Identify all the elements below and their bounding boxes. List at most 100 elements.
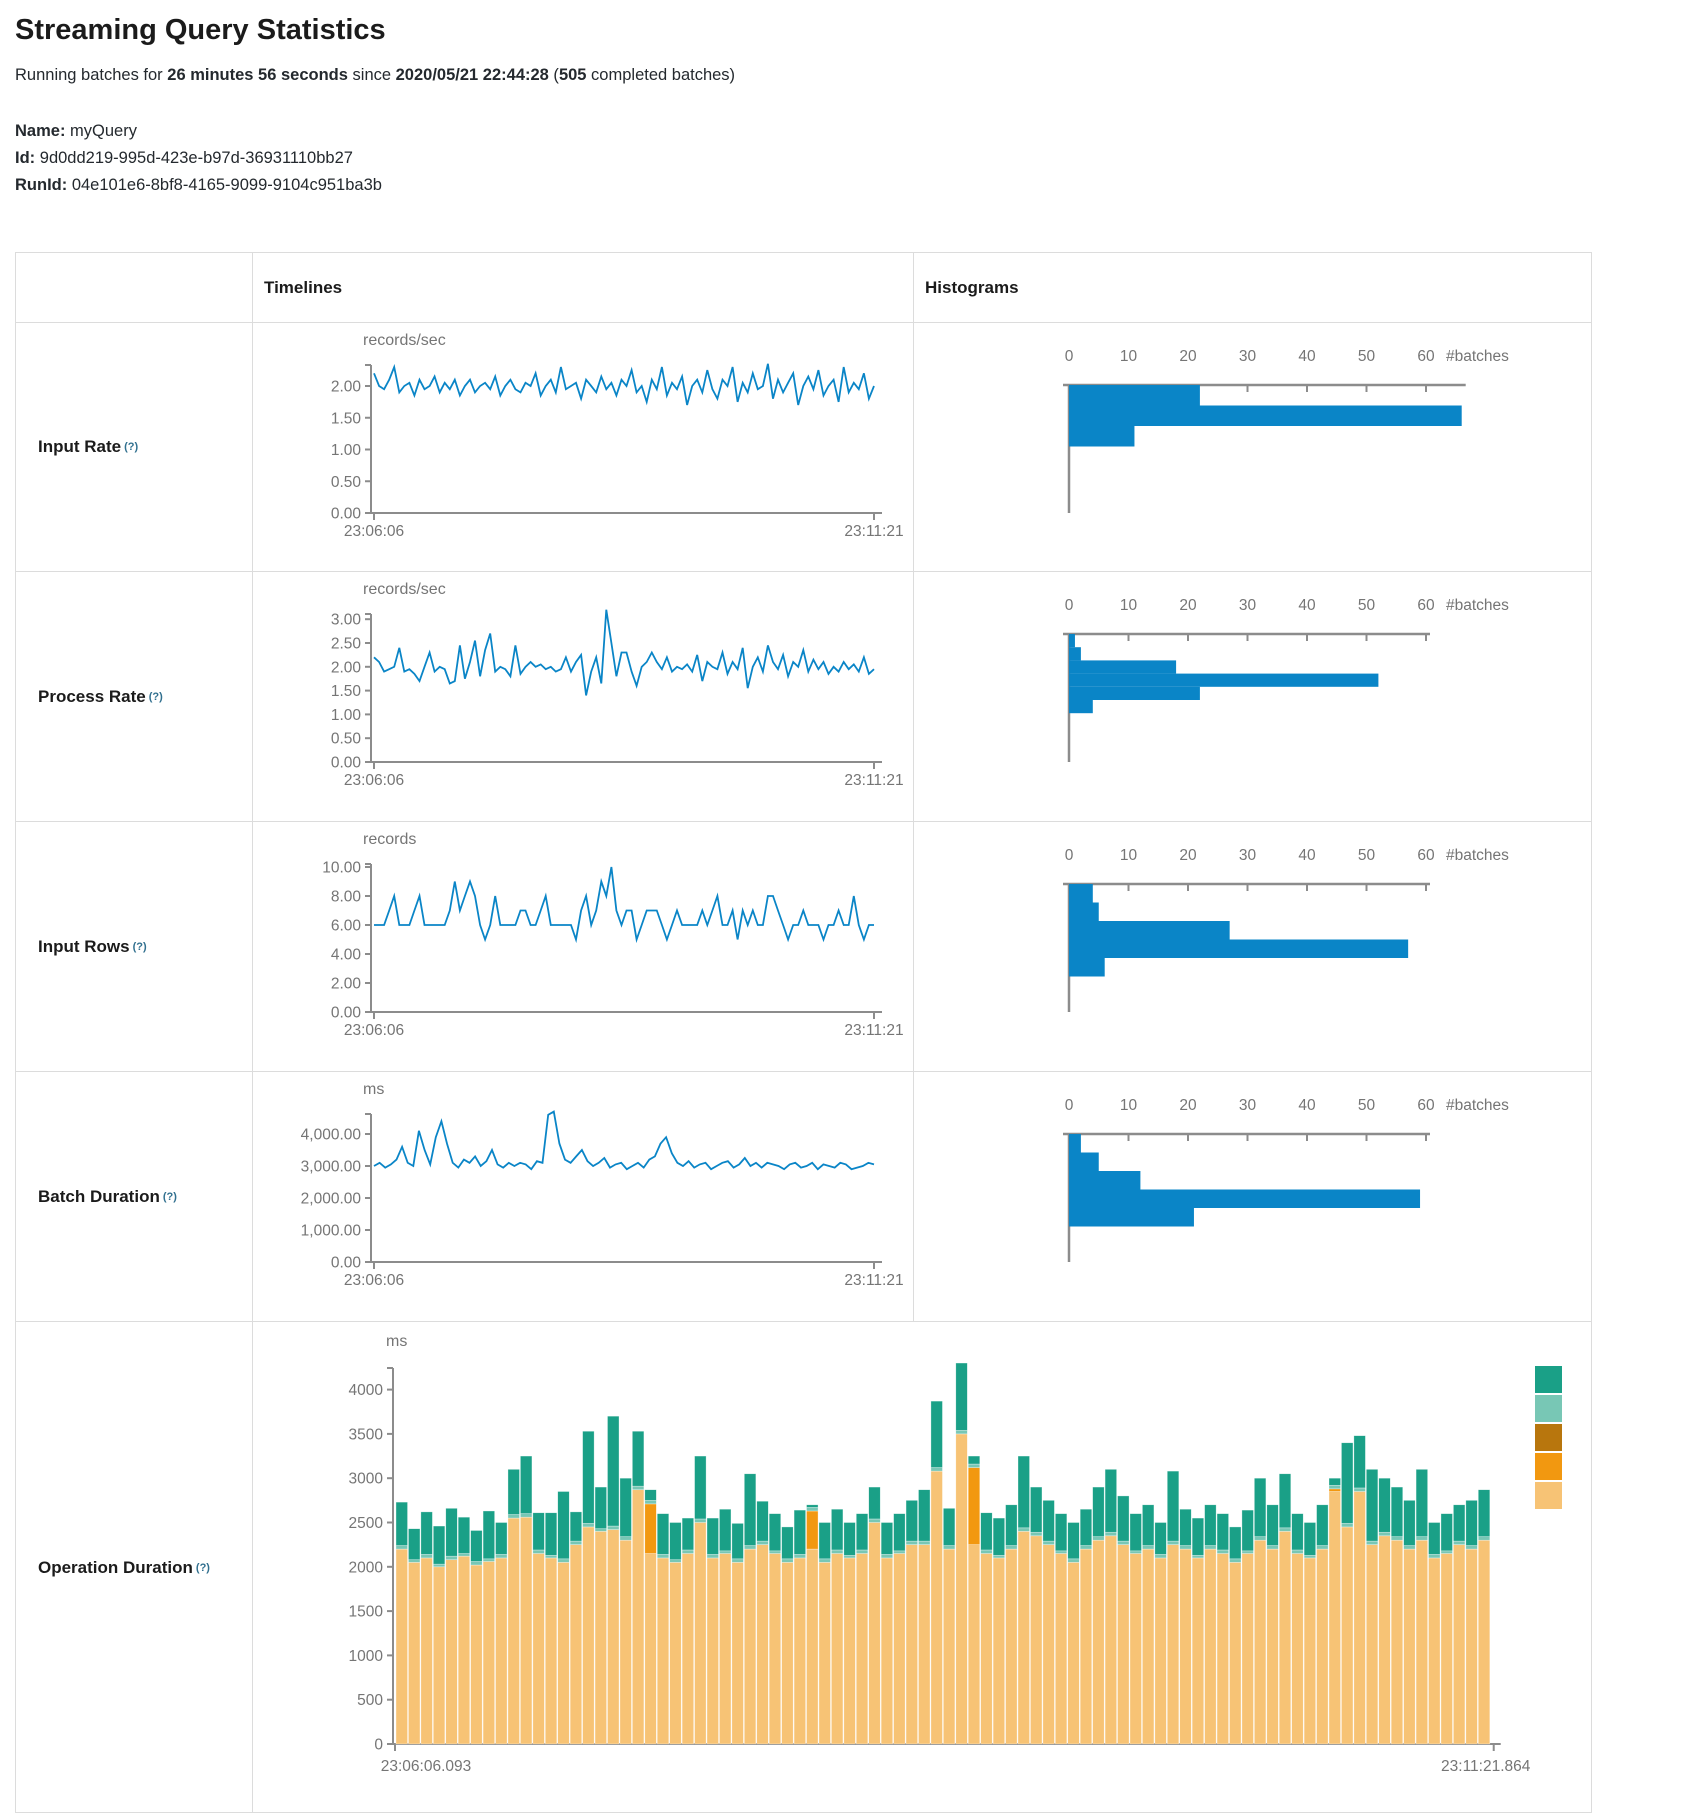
svg-text:2500: 2500 — [349, 1515, 384, 1532]
row-label-operation-duration: Operation Duration (?) — [15, 1321, 252, 1813]
svg-text:20: 20 — [1179, 1097, 1197, 1114]
svg-text:30: 30 — [1239, 348, 1257, 365]
svg-text:23:06:06: 23:06:06 — [344, 523, 404, 540]
svg-text:0.00: 0.00 — [331, 755, 362, 772]
svg-text:500: 500 — [357, 1692, 383, 1709]
svg-text:50: 50 — [1358, 847, 1376, 864]
svg-text:0.00: 0.00 — [331, 506, 362, 523]
query-id-line: Id: 9d0dd219-995d-423e-b97d-36931110bb27 — [15, 149, 353, 167]
svg-text:0.50: 0.50 — [331, 474, 362, 491]
header-histograms: Histograms — [913, 252, 1592, 322]
batch-duration-timeline-chart: ms 0.00 1,000.00 2,000.00 3,000.00 4,000.00 23… — [252, 1071, 913, 1321]
batch-duration-help-icon[interactable]: (?) — [162, 1190, 177, 1203]
svg-text:23:06:06: 23:06:06 — [344, 1022, 404, 1039]
svg-text:1.00: 1.00 — [331, 442, 362, 459]
query-meta: Name: myQuery Id: 9d0dd219-995d-423e-b97… — [15, 118, 382, 199]
svg-text:10: 10 — [1120, 597, 1138, 614]
svg-text:2000: 2000 — [349, 1559, 384, 1576]
svg-text:20: 20 — [1179, 847, 1197, 864]
svg-text:#batches: #batches — [1446, 1097, 1509, 1114]
svg-text:40: 40 — [1298, 597, 1316, 614]
svg-text:23:11:21: 23:11:21 — [844, 1022, 903, 1039]
svg-text:0: 0 — [1065, 348, 1074, 365]
svg-text:4000: 4000 — [349, 1382, 384, 1399]
input-rows-timeline-chart: records 0.00 2.00 4.00 6.00 8.00 10.00 23:06:06… — [252, 821, 913, 1071]
svg-text:0.00: 0.00 — [331, 1005, 362, 1022]
svg-text:3.00: 3.00 — [331, 612, 362, 629]
query-runid-line: RunId: 04e101e6-8bf8-4165-9099-9104c951b… — [15, 176, 382, 194]
svg-text:1,000.00: 1,000.00 — [301, 1223, 362, 1240]
svg-text:records: records — [363, 831, 416, 848]
row-label-input-rate: Input Rate (?) — [15, 322, 252, 571]
svg-text:20: 20 — [1179, 348, 1197, 365]
svg-text:2.00: 2.00 — [331, 379, 362, 396]
svg-text:50: 50 — [1358, 1097, 1376, 1114]
svg-text:30: 30 — [1239, 847, 1257, 864]
row-label-process-rate: Process Rate (?) — [15, 571, 252, 821]
start-timestamp: 2020/05/21 22:44:28 — [395, 66, 549, 84]
process-rate-histogram-chart: 0 10 20 30 40 50 60 #batches — [913, 571, 1592, 821]
svg-text:10: 10 — [1120, 847, 1138, 864]
operation-duration-help-icon[interactable]: (?) — [195, 1561, 210, 1574]
svg-text:3,000.00: 3,000.00 — [301, 1159, 362, 1176]
svg-text:10: 10 — [1120, 1097, 1138, 1114]
svg-text:23:11:21: 23:11:21 — [844, 523, 903, 540]
svg-text:1500: 1500 — [349, 1604, 384, 1621]
svg-text:2.50: 2.50 — [331, 636, 362, 653]
svg-text:60: 60 — [1417, 1097, 1435, 1114]
svg-text:40: 40 — [1298, 348, 1316, 365]
svg-text:0.00: 0.00 — [331, 1255, 362, 1272]
query-runid-value: 04e101e6-8bf8-4165-9099-9104c951ba3b — [71, 176, 382, 194]
svg-text:records/sec: records/sec — [363, 332, 446, 349]
svg-text:0.50: 0.50 — [331, 731, 362, 748]
input-rows-histogram-chart: 0 10 20 30 40 50 60 #batches — [913, 821, 1592, 1071]
svg-text:2.00: 2.00 — [331, 976, 362, 993]
svg-text:0: 0 — [374, 1737, 383, 1754]
svg-text:50: 50 — [1358, 348, 1376, 365]
svg-text:1000: 1000 — [349, 1648, 384, 1665]
process-rate-help-icon[interactable]: (?) — [148, 690, 163, 703]
batch-duration-histogram-chart: 0 10 20 30 40 50 60 #batches — [913, 1071, 1592, 1321]
svg-text:23:06:06.093: 23:06:06.093 — [381, 1758, 472, 1775]
row-label-input-rows: Input Rows (?) — [15, 821, 252, 1071]
svg-text:23:06:06: 23:06:06 — [344, 1272, 404, 1289]
svg-text:50: 50 — [1358, 597, 1376, 614]
svg-text:10.00: 10.00 — [322, 860, 361, 877]
svg-text:23:11:21: 23:11:21 — [844, 772, 903, 789]
svg-text:60: 60 — [1417, 348, 1435, 365]
input-rate-help-icon[interactable]: (?) — [124, 441, 139, 453]
svg-text:3000: 3000 — [349, 1471, 384, 1488]
svg-text:2,000.00: 2,000.00 — [301, 1191, 362, 1208]
header-timelines: Timelines — [252, 252, 913, 322]
svg-text:10: 10 — [1120, 348, 1138, 365]
query-name-value: myQuery — [70, 122, 137, 140]
process-rate-timeline-chart: records/sec 0.00 0.50 1.00 1.50 2.00 2.50 3.00 2… — [252, 571, 913, 821]
svg-text:23:11:21: 23:11:21 — [844, 1272, 903, 1289]
svg-text:records/sec: records/sec — [363, 581, 446, 598]
svg-text:23:06:06: 23:06:06 — [344, 772, 404, 789]
svg-text:0: 0 — [1065, 597, 1074, 614]
operation-duration-chart: ms 0 500 1000 1500 2000 2500 3000 3500 4000 23:06:… — [252, 1321, 1592, 1813]
running-batches-summary: Running batches for 26 minutes 56 second… — [15, 66, 736, 84]
svg-text:6.00: 6.00 — [331, 918, 362, 935]
svg-text:#batches: #batches — [1446, 597, 1509, 614]
statistics-table: Timelines Histograms Input Rate (?) recor… — [15, 252, 1592, 1813]
svg-text:3500: 3500 — [349, 1426, 384, 1443]
svg-text:40: 40 — [1298, 1097, 1316, 1114]
completed-batches-count: 505 — [558, 66, 587, 84]
svg-text:60: 60 — [1417, 597, 1435, 614]
query-id-value: 9d0dd219-995d-423e-b97d-36931110bb27 — [39, 149, 353, 167]
svg-text:40: 40 — [1298, 847, 1316, 864]
svg-text:0: 0 — [1065, 847, 1074, 864]
page-title: Streaming Query Statistics — [15, 14, 386, 46]
svg-text:1.50: 1.50 — [331, 683, 362, 700]
svg-text:ms: ms — [363, 1081, 384, 1098]
svg-text:30: 30 — [1239, 1097, 1257, 1114]
header-empty-cell — [15, 252, 252, 322]
svg-text:4.00: 4.00 — [331, 947, 362, 964]
svg-text:1.50: 1.50 — [331, 410, 362, 427]
svg-text:#batches: #batches — [1446, 348, 1509, 365]
input-rate-timeline-chart: records/sec 0.00 0.50 1.00 1.50 2.00 23:06:06 2… — [252, 322, 913, 571]
input-rows-help-icon[interactable]: (?) — [132, 940, 147, 953]
